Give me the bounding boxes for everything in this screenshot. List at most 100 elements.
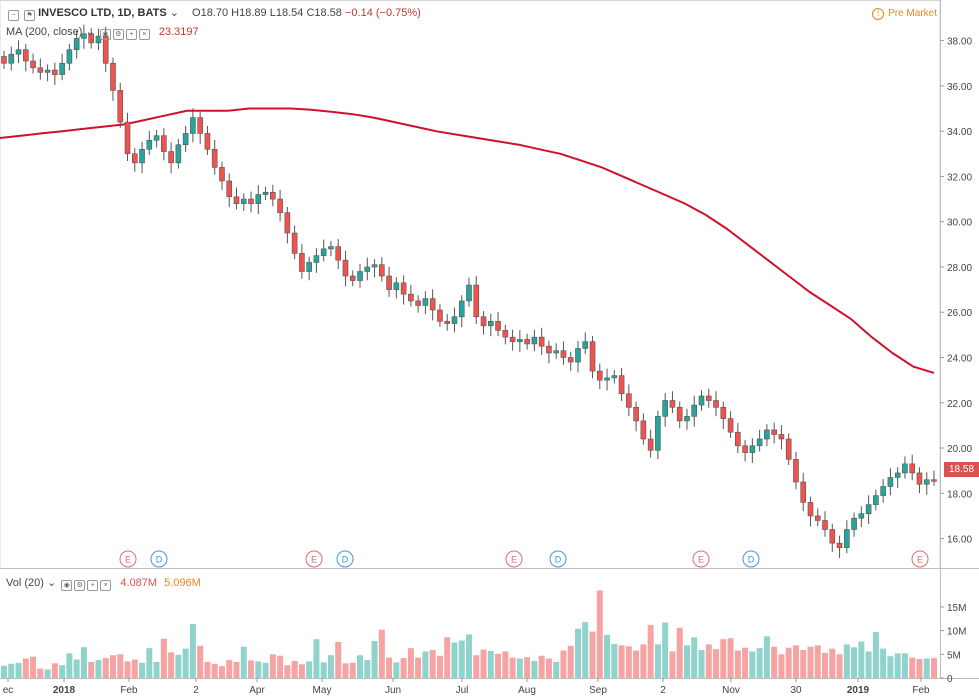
volume-bar bbox=[531, 660, 538, 678]
volume-bar bbox=[335, 642, 342, 678]
candle-body bbox=[531, 336, 538, 345]
candle-body bbox=[582, 341, 589, 349]
ma-label[interactable]: MA (200, close) bbox=[6, 26, 83, 38]
event-marker-label: E bbox=[917, 555, 923, 565]
candle-body bbox=[124, 121, 131, 155]
volume-bar bbox=[342, 663, 349, 678]
candle-body bbox=[153, 135, 160, 141]
volume-bar bbox=[349, 662, 356, 678]
volume-bar bbox=[240, 646, 247, 678]
price-tick-label: 18.00 bbox=[947, 489, 972, 500]
chevron-down-icon[interactable]: ⌄ bbox=[85, 26, 95, 38]
dividend-marker bbox=[549, 550, 567, 568]
time-tick-label: 2 bbox=[660, 685, 666, 696]
candle-body bbox=[320, 248, 327, 256]
volume-bar bbox=[923, 658, 930, 678]
volume-bar bbox=[843, 644, 850, 678]
candle-body bbox=[233, 196, 240, 204]
event-marker-label: E bbox=[511, 555, 517, 565]
candle-body bbox=[8, 53, 15, 64]
candle-body bbox=[299, 253, 305, 272]
candle-body bbox=[909, 463, 916, 474]
candle-body bbox=[575, 348, 581, 363]
volume-bar bbox=[872, 632, 879, 678]
volume-layer bbox=[1, 590, 937, 678]
price-tick-label: 36.00 bbox=[947, 82, 972, 93]
more-icon[interactable]: + bbox=[125, 29, 137, 40]
volume-bar bbox=[407, 648, 414, 678]
axes-layer: 38.00 36.00 34.00 32.00 30.00 28.00 26.00 24.00… bbox=[3, 37, 973, 696]
candle-body bbox=[858, 513, 865, 519]
open-value: O18.70 bbox=[192, 7, 229, 19]
candle-body bbox=[182, 133, 189, 146]
candles-layer bbox=[1, 24, 937, 559]
collapse-icon[interactable]: − bbox=[8, 10, 19, 21]
eye-icon[interactable]: ◉ bbox=[99, 29, 111, 40]
candle-body bbox=[698, 395, 705, 406]
earnings-marker bbox=[911, 550, 929, 568]
volume-bar bbox=[386, 657, 393, 678]
volume-bar bbox=[829, 648, 836, 678]
volume-bar bbox=[698, 650, 705, 678]
more-icon[interactable]: + bbox=[87, 580, 99, 591]
candle-body bbox=[487, 320, 494, 327]
earnings-marker bbox=[119, 550, 137, 568]
candle-body bbox=[190, 117, 196, 134]
price-tick-label: 22.00 bbox=[947, 399, 972, 410]
candle-body bbox=[778, 434, 785, 440]
volume-bar bbox=[233, 661, 240, 678]
volume-bar bbox=[22, 658, 29, 678]
volume-bar bbox=[785, 647, 792, 678]
candle-body bbox=[139, 148, 145, 164]
volume-bar bbox=[909, 657, 916, 678]
candle-body bbox=[684, 416, 690, 422]
close-icon[interactable]: × bbox=[138, 29, 150, 40]
event-marker-label: D bbox=[342, 555, 349, 565]
event-marker-label: E bbox=[311, 555, 317, 565]
eye-icon[interactable]: ◉ bbox=[61, 580, 73, 591]
last-price-badge: 18.58 bbox=[944, 462, 979, 477]
volume-bar bbox=[495, 653, 502, 678]
price-tick-label: 38.00 bbox=[947, 37, 972, 48]
candle-body bbox=[480, 316, 487, 327]
candle-body bbox=[37, 67, 44, 73]
time-tick-label: Aug bbox=[518, 685, 536, 696]
chevron-down-icon[interactable]: ⌄ bbox=[169, 7, 179, 19]
volume-label[interactable]: Vol (20) bbox=[6, 577, 44, 589]
settings-icon[interactable]: ⚙ bbox=[112, 29, 124, 40]
volume-bar bbox=[1, 665, 7, 678]
volume-bar bbox=[611, 643, 618, 678]
grid bbox=[0, 0, 979, 679]
settings-icon[interactable]: ⚙ bbox=[74, 580, 86, 591]
high-value: H18.89 bbox=[231, 7, 267, 19]
candle-body bbox=[451, 316, 458, 324]
volume-tick-label: 5M bbox=[947, 650, 961, 661]
volume-bar bbox=[814, 645, 821, 678]
candle-body bbox=[880, 486, 886, 496]
flag-icon[interactable]: ⚑ bbox=[24, 10, 36, 21]
chevron-down-icon[interactable]: ⌄ bbox=[46, 577, 57, 589]
volume-bar bbox=[691, 637, 698, 678]
volume-bar bbox=[248, 660, 255, 678]
volume-bar bbox=[320, 662, 327, 678]
symbol-label[interactable]: INVESCO LTD, 1D, BATS bbox=[38, 7, 167, 19]
candle-body bbox=[379, 264, 385, 277]
volume-bar bbox=[836, 654, 843, 678]
volume-bar bbox=[168, 652, 175, 678]
volume-tick-label: 15M bbox=[947, 603, 966, 614]
candle-body bbox=[270, 191, 276, 200]
candle-body bbox=[589, 341, 596, 372]
volume-bar bbox=[95, 660, 102, 678]
candle-body bbox=[655, 416, 661, 451]
volume-bar bbox=[277, 655, 284, 678]
candle-body bbox=[713, 400, 719, 408]
volume-bar bbox=[131, 659, 138, 678]
premarket-badge[interactable]: ! Pre Market bbox=[872, 8, 937, 20]
volume-bar bbox=[51, 663, 58, 678]
earnings-marker bbox=[305, 550, 323, 568]
candle-body bbox=[291, 232, 298, 254]
volume-value: 4.087M bbox=[120, 577, 158, 589]
close-icon[interactable]: × bbox=[100, 580, 112, 591]
volume-bar bbox=[436, 655, 443, 678]
